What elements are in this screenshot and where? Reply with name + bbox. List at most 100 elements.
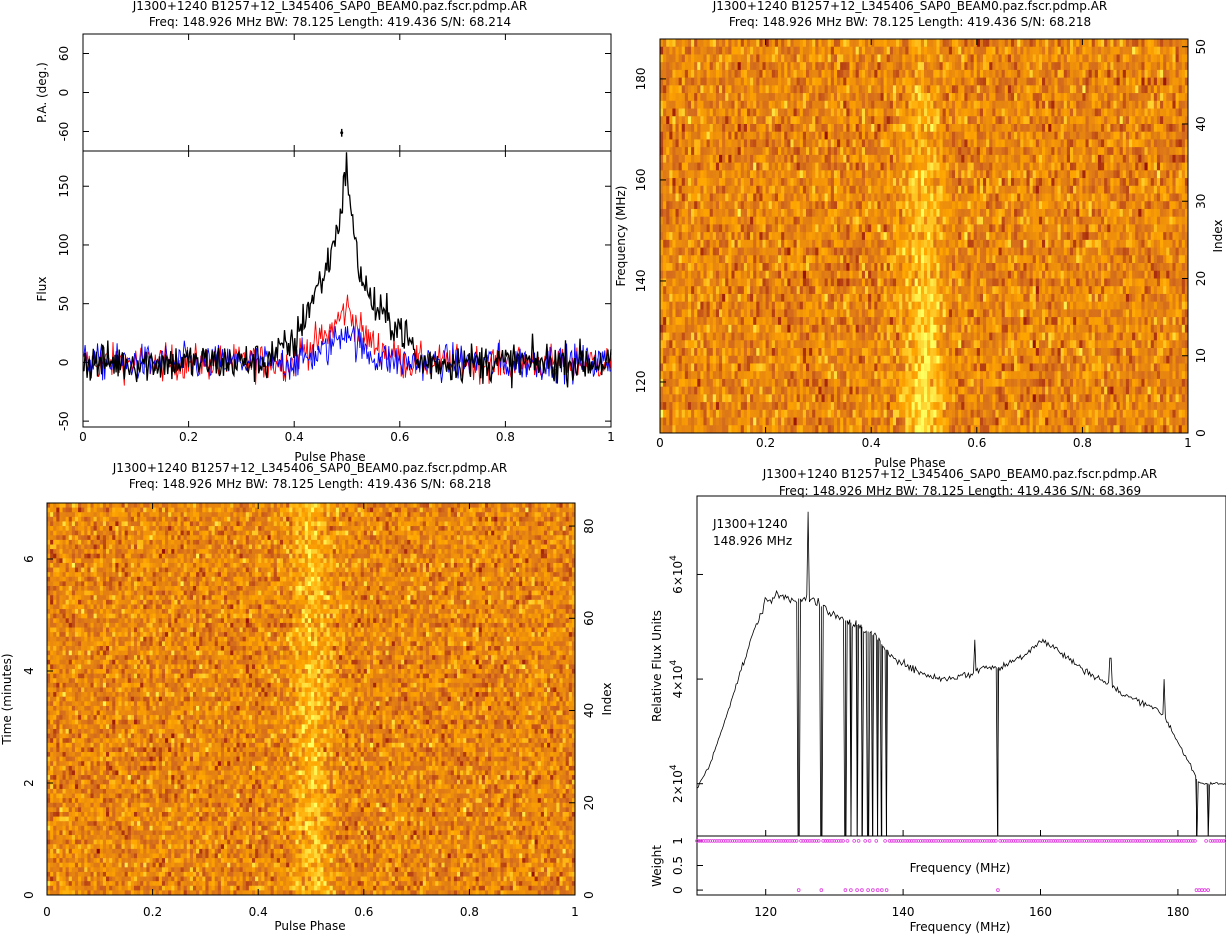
phase-frequency-cell bbox=[1128, 185, 1133, 194]
phase-frequency-cell bbox=[703, 239, 707, 248]
phase-frequency-cell bbox=[874, 77, 878, 86]
phase-frequency-cell bbox=[995, 69, 999, 79]
phase-frequency-cell bbox=[1097, 185, 1102, 194]
phase-frequency-cell bbox=[964, 232, 968, 241]
phase-frequency-cell bbox=[1045, 208, 1049, 218]
phase-frequency-cell bbox=[753, 208, 757, 218]
phase-frequency-cell bbox=[778, 46, 782, 55]
phase-frequency-cell bbox=[983, 208, 987, 218]
phase-frequency-cell bbox=[924, 232, 928, 241]
phase-frequency-cell bbox=[958, 154, 962, 164]
phase-frequency-cell bbox=[1048, 93, 1052, 102]
phase-frequency-cell bbox=[1119, 85, 1124, 94]
phase-frequency-cell bbox=[805, 62, 810, 71]
phase-frequency-cell bbox=[1004, 39, 1009, 48]
phase-frequency-cell bbox=[734, 62, 739, 71]
phase-frequency-cell bbox=[1014, 224, 1018, 233]
phase-frequency-cell bbox=[728, 62, 732, 71]
phase-frequency-cell bbox=[731, 116, 735, 125]
phase-frequency-cell bbox=[663, 216, 667, 225]
phase-frequency-cell bbox=[1147, 216, 1152, 225]
phase-frequency-cell bbox=[1138, 208, 1142, 218]
phase-frequency-cell bbox=[1054, 147, 1058, 156]
phase-frequency-cell bbox=[722, 208, 726, 218]
phase-frequency-cell bbox=[740, 54, 745, 63]
phase-frequency-cell bbox=[812, 170, 816, 179]
phase-frequency-cell bbox=[697, 154, 701, 164]
phase-frequency-cell bbox=[778, 216, 782, 225]
phase-frequency-cell bbox=[1073, 193, 1077, 202]
phase-frequency-cell bbox=[793, 116, 798, 125]
phase-frequency-cell bbox=[666, 93, 670, 102]
phase-frequency-cell bbox=[992, 54, 996, 63]
phase-frequency-cell bbox=[1038, 178, 1043, 187]
phase-frequency-cell bbox=[986, 39, 990, 48]
phase-frequency-cell bbox=[687, 93, 692, 102]
phase-frequency-cell bbox=[1023, 208, 1027, 218]
phase-frequency-cell bbox=[1156, 131, 1161, 140]
phase-frequency-cell bbox=[986, 185, 990, 194]
phase-frequency-cell bbox=[961, 100, 965, 109]
phase-frequency-cell bbox=[924, 162, 928, 171]
flux-x-tick-label: 1 bbox=[607, 430, 615, 444]
phase-frequency-cell bbox=[719, 46, 723, 55]
phase-frequency-cell bbox=[830, 108, 835, 117]
phase-frequency-cell bbox=[933, 193, 937, 202]
phase-frequency-cell bbox=[753, 39, 757, 48]
phase-frequency-cell bbox=[687, 123, 692, 133]
phase-frequency-cell bbox=[1026, 170, 1030, 179]
phase-frequency-cell bbox=[948, 255, 953, 264]
phase-frequency-cell bbox=[709, 85, 714, 94]
phase-frequency-cell bbox=[1156, 201, 1161, 210]
phase-frequency-cell bbox=[945, 100, 950, 109]
phase-frequency-cell bbox=[712, 147, 717, 156]
phase-frequency-cell bbox=[821, 255, 826, 264]
phase-frequency-cell bbox=[843, 139, 847, 148]
phase-frequency-cell bbox=[902, 77, 906, 86]
phase-frequency-cell bbox=[1122, 85, 1127, 94]
phase-frequency-cell bbox=[911, 239, 916, 248]
phase-frequency-cell bbox=[1141, 62, 1145, 71]
phase-frequency-cell bbox=[756, 247, 760, 256]
phase-frequency-cell bbox=[681, 85, 686, 94]
phase-frequency-cell bbox=[945, 247, 950, 256]
phase-frequency-cell bbox=[1085, 208, 1090, 218]
phase-frequency-cell bbox=[725, 193, 729, 202]
phase-frequency-cell bbox=[793, 139, 798, 148]
phase-frequency-cell bbox=[784, 85, 788, 94]
phase-frequency-cell bbox=[846, 216, 850, 225]
phase-frequency-cell bbox=[743, 255, 748, 264]
phase-frequency-cell bbox=[871, 54, 875, 63]
phase-frequency-cell bbox=[1054, 193, 1058, 202]
phase-frequency-cell bbox=[759, 185, 763, 194]
phase-frequency-cell bbox=[784, 100, 788, 109]
phase-frequency-cell bbox=[1079, 154, 1083, 164]
phase-frequency-cell bbox=[1035, 178, 1040, 187]
phase-frequency-cell bbox=[1153, 54, 1158, 63]
phase-frequency-cell bbox=[1007, 193, 1012, 202]
phase-frequency-cell bbox=[864, 208, 869, 218]
phase-frequency-cell bbox=[970, 147, 975, 156]
phase-frequency-cell bbox=[1132, 154, 1136, 164]
phase-frequency-cell bbox=[697, 69, 701, 79]
flux-ytick-label: -50 bbox=[57, 411, 71, 431]
phase-frequency-cell bbox=[955, 85, 959, 94]
phase-frequency-cell bbox=[908, 139, 912, 148]
phase-frequency-cell bbox=[799, 224, 804, 233]
phase-frequency-cell bbox=[833, 201, 838, 210]
phase-frequency-cell bbox=[1054, 162, 1058, 171]
phase-frequency-cell bbox=[920, 46, 925, 55]
phase-frequency-cell bbox=[924, 39, 928, 48]
phase-frequency-cell bbox=[799, 108, 804, 117]
phase-frequency-cell bbox=[939, 216, 944, 225]
phase-frequency-cell bbox=[750, 116, 754, 125]
phase-frequency-cell bbox=[892, 77, 897, 86]
phase-frequency-cell bbox=[1060, 39, 1065, 48]
phase-frequency-cell bbox=[1101, 139, 1105, 148]
phase-frequency-cell bbox=[830, 85, 835, 94]
phase-frequency-cell bbox=[1181, 208, 1186, 218]
phase-frequency-cell bbox=[868, 131, 872, 140]
phase-frequency-cell bbox=[672, 255, 676, 264]
phase-frequency-cell bbox=[1091, 123, 1096, 133]
phase-frequency-cell bbox=[694, 85, 698, 94]
